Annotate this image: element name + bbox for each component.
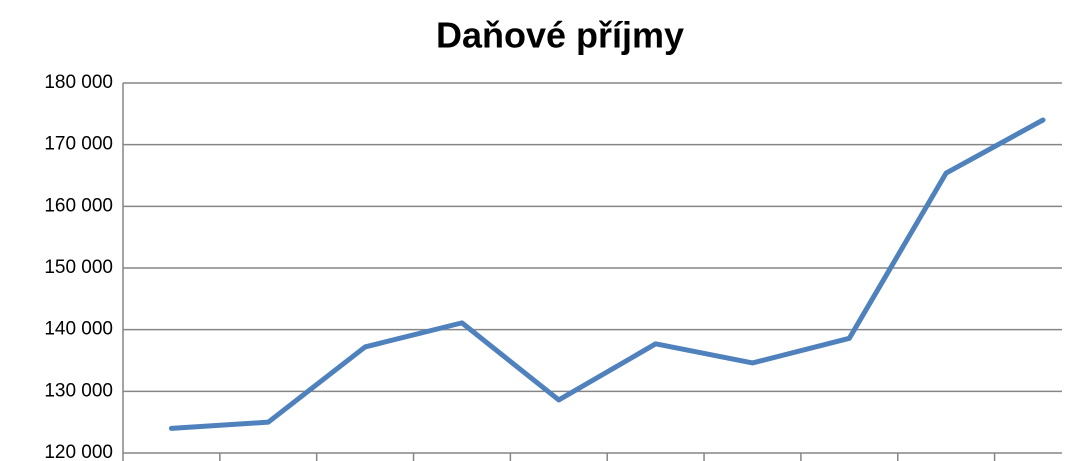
y-tick-label: 140 000	[44, 319, 113, 340]
y-tick-label: 160 000	[44, 195, 113, 216]
y-tick-label: 120 000	[44, 442, 113, 461]
y-tick-label: 130 000	[44, 380, 113, 401]
y-tick-label: 170 000	[44, 134, 113, 155]
y-tick-label: 150 000	[44, 257, 113, 278]
line-series	[168, 117, 1046, 431]
chart-title: Daňové příjmy	[436, 15, 684, 56]
y-tick-label: 180 000	[44, 72, 113, 93]
